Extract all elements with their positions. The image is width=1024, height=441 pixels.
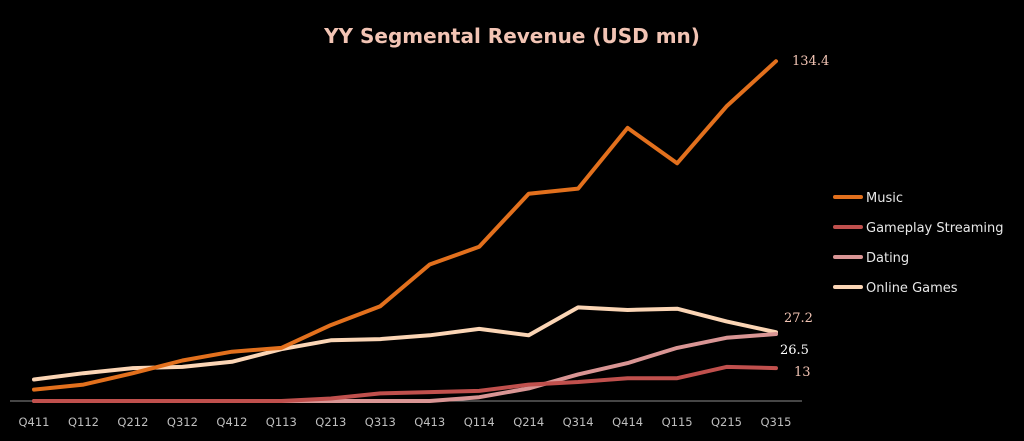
- x-tick-label: Q412: [216, 415, 247, 429]
- legend-label-dating: Dating: [866, 251, 909, 266]
- data-label-gameplay-streaming: 13: [794, 365, 811, 380]
- x-tick-label: Q413: [414, 415, 445, 429]
- data-label-dating: 26.5: [780, 343, 809, 358]
- x-tick-label: Q312: [167, 415, 198, 429]
- x-tick-label: Q112: [68, 415, 99, 429]
- x-tick-label: Q213: [315, 415, 346, 429]
- series-lines: [32, 59, 778, 403]
- legend-label-gameplay-streaming: Gameplay Streaming: [866, 221, 1004, 236]
- data-label-online-games: 27.2: [784, 311, 813, 326]
- data-labels: 134.4 27.2 26.5 13: [780, 54, 829, 380]
- x-tick-label: Q114: [464, 415, 495, 429]
- x-tick-label: Q115: [662, 415, 693, 429]
- x-tick-labels: Q411 Q112 Q212 Q312 Q412 Q113 Q213 Q313 Q413 Q114…: [18, 415, 791, 429]
- series-line-gameplay-streaming: [32, 364, 778, 403]
- legend: Music Gameplay Streaming Dating Online Game…: [833, 191, 1004, 296]
- x-tick-label: Q414: [612, 415, 643, 429]
- x-tick-label: Q411: [18, 415, 49, 429]
- chart-title: YY Segmental Revenue (USD mn): [323, 24, 700, 48]
- legend-label-music: Music: [866, 191, 903, 206]
- x-tick-label: Q214: [513, 415, 544, 429]
- legend-label-online-games: Online Games: [866, 281, 958, 296]
- x-tick-label: Q314: [563, 415, 594, 429]
- x-tick-label: Q215: [711, 415, 742, 429]
- data-label-music: 134.4: [792, 54, 829, 69]
- x-tick-label: Q315: [760, 415, 791, 429]
- x-tick-label: Q313: [365, 415, 396, 429]
- x-tick-label: Q113: [266, 415, 297, 429]
- series-line-music: [32, 59, 778, 392]
- x-tick-label: Q212: [117, 415, 148, 429]
